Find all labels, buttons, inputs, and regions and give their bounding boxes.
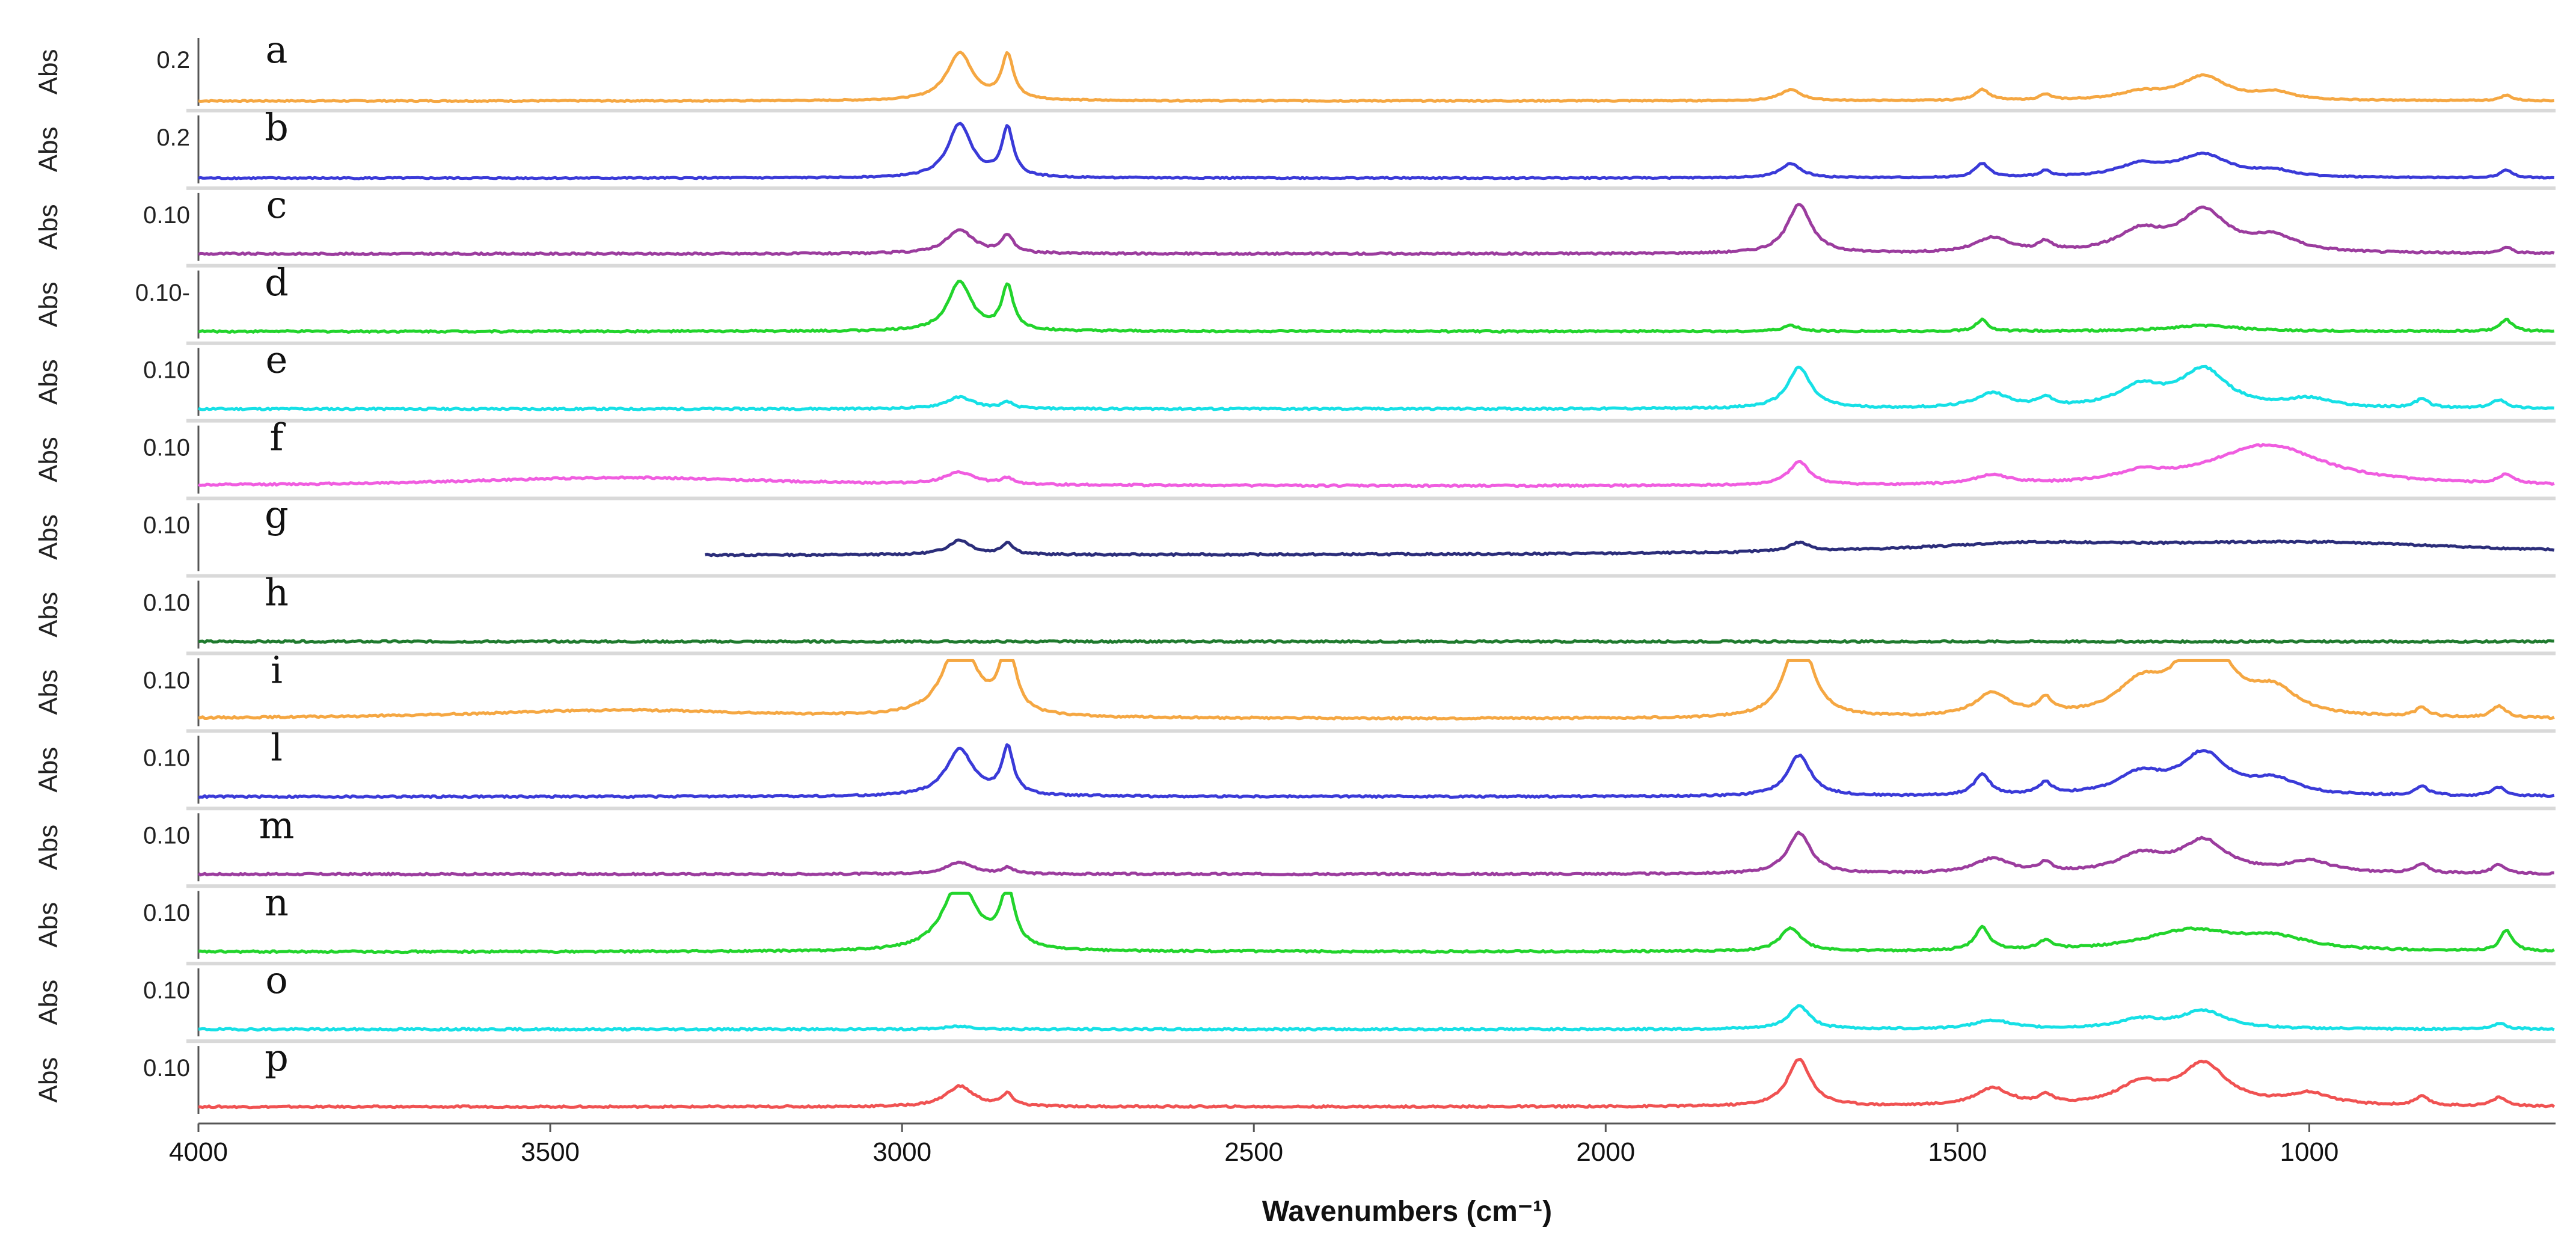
y-scale-label: 0.2	[156, 47, 190, 73]
y-axis-label: Abs	[34, 902, 63, 948]
y-axis-label: Abs	[34, 592, 63, 638]
panel-label-d: d	[265, 260, 289, 304]
spectrum-line-d	[198, 280, 2555, 334]
panel-e: Abs 0.10 e	[34, 338, 2556, 423]
x-tick-label: 2000	[1576, 1137, 1635, 1167]
panel-d: Abs 0.10- d	[34, 260, 2556, 345]
y-axis-label: Abs	[34, 281, 63, 327]
x-tick-label: 2500	[1224, 1137, 1283, 1167]
panel-label-f: f	[270, 416, 286, 460]
y-axis-label: Abs	[34, 437, 63, 482]
panel-b: Abs 0.2 b	[34, 105, 2556, 190]
y-scale-label: 0.10	[143, 202, 190, 229]
y-axis-label: Abs	[34, 49, 63, 95]
panel-label-p: p	[265, 1036, 289, 1080]
spectrum-line-m	[197, 831, 2554, 877]
y-axis-label: Abs	[34, 747, 63, 793]
panel-label-h: h	[265, 570, 289, 614]
y-axis-label: Abs	[34, 126, 63, 172]
y-scale-label: 0.10	[143, 435, 190, 461]
panel-a: Abs 0.2 a	[34, 28, 2556, 112]
panel-label-e: e	[266, 338, 288, 382]
panel-p: Abs 0.10 p	[34, 1036, 2556, 1114]
spectrum-line-n	[198, 891, 2555, 954]
x-axis: 4000 3500 3000 2500 2000 1500 1000	[169, 1122, 2556, 1167]
spectrum-line-a	[198, 51, 2554, 103]
y-axis-label: Abs	[34, 980, 63, 1025]
y-scale-label: 0.10	[143, 667, 190, 693]
x-tick-label: 1500	[1928, 1137, 1987, 1167]
y-axis-label: Abs	[34, 825, 63, 870]
panel-h: Abs 0.10 h	[34, 570, 2556, 656]
y-axis-label: Abs	[34, 359, 63, 405]
spectrum-line-l	[198, 743, 2555, 799]
x-tick-label: 4000	[169, 1137, 228, 1167]
panel-label-n: n	[265, 881, 289, 924]
panel-g: Abs 0.10 g	[34, 493, 2556, 578]
y-scale-label: 0.10	[143, 745, 190, 771]
y-axis-label: Abs	[34, 514, 63, 560]
y-scale-label: 0.10	[143, 512, 190, 539]
panel-f: Abs 0.10 f	[34, 416, 2556, 500]
x-axis-label-text: Wavenumbers (cm	[1262, 1196, 1518, 1228]
x-tick-label: 1000	[2280, 1137, 2339, 1167]
panel-label-g: g	[265, 493, 289, 537]
panel-label-b: b	[265, 105, 289, 149]
panel-label-i: i	[271, 648, 283, 692]
spectrum-line-p	[198, 1057, 2556, 1110]
y-scale-label: 0.10	[143, 357, 190, 384]
y-scale-label: 0.10	[143, 822, 190, 849]
spectrum-line-i	[198, 659, 2555, 721]
panel-c: Abs 0.10 c	[34, 183, 2556, 268]
spectrum-line-g	[704, 538, 2555, 558]
spectrum-line-c	[198, 203, 2555, 256]
panel-label-m: m	[259, 803, 295, 847]
panel-m: Abs 0.10 m	[34, 803, 2556, 888]
x-axis-label-unit: ⁻¹)	[1518, 1196, 1552, 1228]
x-axis-label: Wavenumbers (cm⁻¹)	[1262, 1196, 1552, 1228]
panel-o: Abs 0.10 o	[34, 958, 2556, 1044]
panel-l: Abs 0.10 l	[34, 725, 2556, 811]
panel-label-o: o	[265, 958, 287, 1002]
y-scale-label: 0.2	[156, 124, 190, 151]
spectrum-line-e	[197, 364, 2554, 411]
spectrum-line-h	[198, 639, 2554, 644]
panel-label-a: a	[266, 28, 288, 72]
panel-i: Abs 0.10 i	[34, 648, 2556, 733]
spectrum-line-b	[198, 121, 2554, 180]
x-tick-label: 3000	[872, 1137, 931, 1167]
panel-label-l: l	[271, 725, 283, 769]
y-scale-label: 0.10-	[135, 280, 190, 306]
panel-label-c: c	[266, 183, 287, 227]
y-scale-label: 0.10	[143, 977, 190, 1004]
y-scale-label: 0.10	[143, 590, 190, 616]
panel-n: Abs 0.10 n	[34, 881, 2556, 966]
spectrum-line-o	[198, 1004, 2555, 1032]
y-scale-label: 0.10	[143, 900, 190, 926]
y-axis-label: Abs	[34, 1057, 63, 1103]
spectrum-line-f	[197, 443, 2555, 488]
y-scale-label: 0.10	[143, 1055, 190, 1081]
x-tick-label: 3500	[521, 1137, 580, 1167]
y-axis-label: Abs	[34, 669, 63, 715]
y-axis-label: Abs	[34, 204, 63, 250]
